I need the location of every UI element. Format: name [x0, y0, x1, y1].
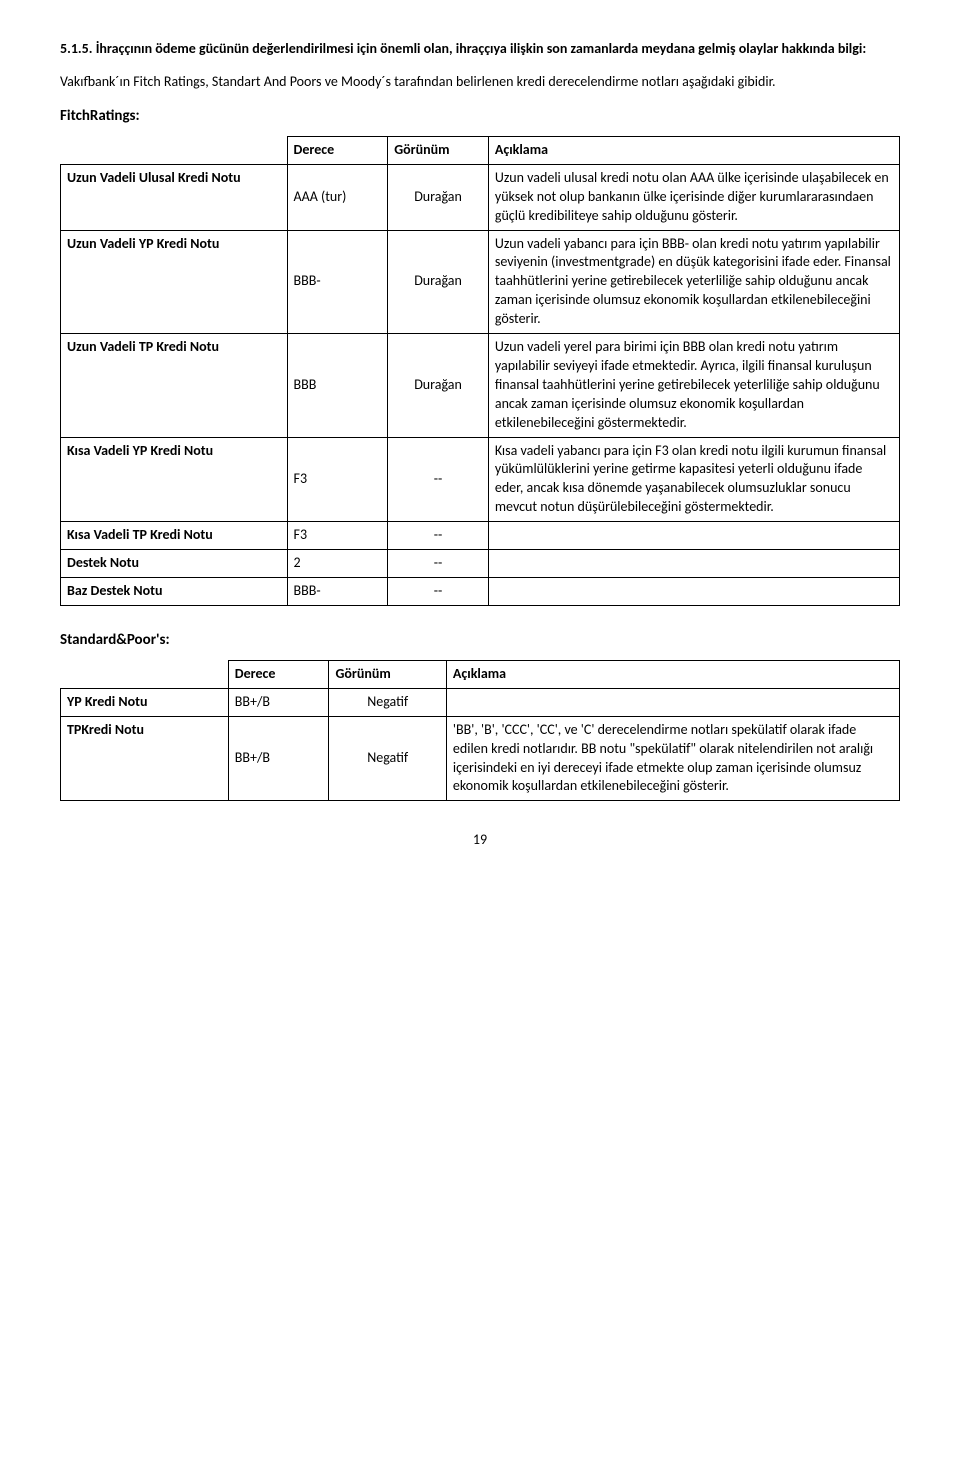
- table-row: TPKredi Notu BB+/B Negatif 'BB', 'B', 'C…: [61, 716, 900, 801]
- header-grade: Derece: [287, 137, 388, 165]
- fitch-table: Derece Görünüm Açıklama Uzun Vadeli Ulus…: [60, 136, 900, 606]
- table-header-row: Derece Görünüm Açıklama: [61, 660, 900, 688]
- row-outlook: Durağan: [388, 230, 489, 333]
- row-grade: BBB-: [287, 577, 388, 605]
- table-row: Uzun Vadeli YP Kredi Notu BBB- Durağan U…: [61, 230, 900, 333]
- row-outlook: --: [388, 549, 489, 577]
- page-number: 19: [60, 831, 900, 850]
- row-grade: F3: [287, 437, 388, 522]
- header-desc: Açıklama: [446, 660, 899, 688]
- row-label: Kısa Vadeli TP Kredi Notu: [61, 522, 288, 550]
- row-desc: [446, 688, 899, 716]
- row-grade: BBB: [287, 334, 388, 437]
- table-header-row: Derece Görünüm Açıklama: [61, 137, 900, 165]
- row-label: Kısa Vadeli YP Kredi Notu: [61, 437, 288, 522]
- row-outlook: Negatif: [329, 688, 446, 716]
- table-row: YP Kredi Notu BB+/B Negatif: [61, 688, 900, 716]
- heading-text: İhraççının ödeme gücünün değerlendirilme…: [96, 40, 867, 57]
- table-row: Destek Notu 2 --: [61, 549, 900, 577]
- header-outlook: Görünüm: [388, 137, 489, 165]
- intro-paragraph: Vakıfbank´ın Fitch Ratings, Standart And…: [60, 73, 900, 92]
- row-desc: [488, 549, 899, 577]
- row-desc: Uzun vadeli ulusal kredi notu olan AAA ü…: [488, 164, 899, 230]
- table-row: Baz Destek Notu BBB- --: [61, 577, 900, 605]
- header-desc: Açıklama: [488, 137, 899, 165]
- row-outlook: --: [388, 437, 489, 522]
- row-desc: Uzun vadeli yerel para birimi için BBB o…: [488, 334, 899, 437]
- table-row: Uzun Vadeli Ulusal Kredi Notu AAA (tur) …: [61, 164, 900, 230]
- row-grade: 2: [287, 549, 388, 577]
- empty-header: [61, 660, 229, 688]
- row-desc: 'BB', 'B', 'CCC', 'CC', ve 'C' derecelen…: [446, 716, 899, 801]
- row-desc: [488, 577, 899, 605]
- row-outlook: --: [388, 577, 489, 605]
- row-grade: BB+/B: [228, 716, 329, 801]
- sp-title: Standard&Poor's:: [60, 630, 900, 650]
- row-label: Uzun Vadeli YP Kredi Notu: [61, 230, 288, 333]
- empty-header: [61, 137, 288, 165]
- row-grade: AAA (tur): [287, 164, 388, 230]
- row-desc: Uzun vadeli yabancı para için BBB- olan …: [488, 230, 899, 333]
- row-label: YP Kredi Notu: [61, 688, 229, 716]
- row-outlook: Durağan: [388, 164, 489, 230]
- row-label: Uzun Vadeli TP Kredi Notu: [61, 334, 288, 437]
- table-row: Kısa Vadeli YP Kredi Notu F3 -- Kısa vad…: [61, 437, 900, 522]
- row-outlook: --: [388, 522, 489, 550]
- row-outlook: Durağan: [388, 334, 489, 437]
- row-label: Destek Notu: [61, 549, 288, 577]
- row-desc: Kısa vadeli yabancı para için F3 olan kr…: [488, 437, 899, 522]
- row-grade: F3: [287, 522, 388, 550]
- row-label: Baz Destek Notu: [61, 577, 288, 605]
- fitch-title: FitchRatings:: [60, 106, 900, 126]
- row-grade: BB+/B: [228, 688, 329, 716]
- section-heading: 5.1.5. İhraççının ödeme gücünün değerlen…: [60, 40, 900, 59]
- header-grade: Derece: [228, 660, 329, 688]
- heading-number: 5.1.5.: [60, 40, 93, 57]
- header-outlook: Görünüm: [329, 660, 446, 688]
- table-row: Uzun Vadeli TP Kredi Notu BBB Durağan Uz…: [61, 334, 900, 437]
- row-outlook: Negatif: [329, 716, 446, 801]
- row-label: TPKredi Notu: [61, 716, 229, 801]
- row-label: Uzun Vadeli Ulusal Kredi Notu: [61, 164, 288, 230]
- row-desc: [488, 522, 899, 550]
- sp-table: Derece Görünüm Açıklama YP Kredi Notu BB…: [60, 660, 900, 801]
- row-grade: BBB-: [287, 230, 388, 333]
- table-row: Kısa Vadeli TP Kredi Notu F3 --: [61, 522, 900, 550]
